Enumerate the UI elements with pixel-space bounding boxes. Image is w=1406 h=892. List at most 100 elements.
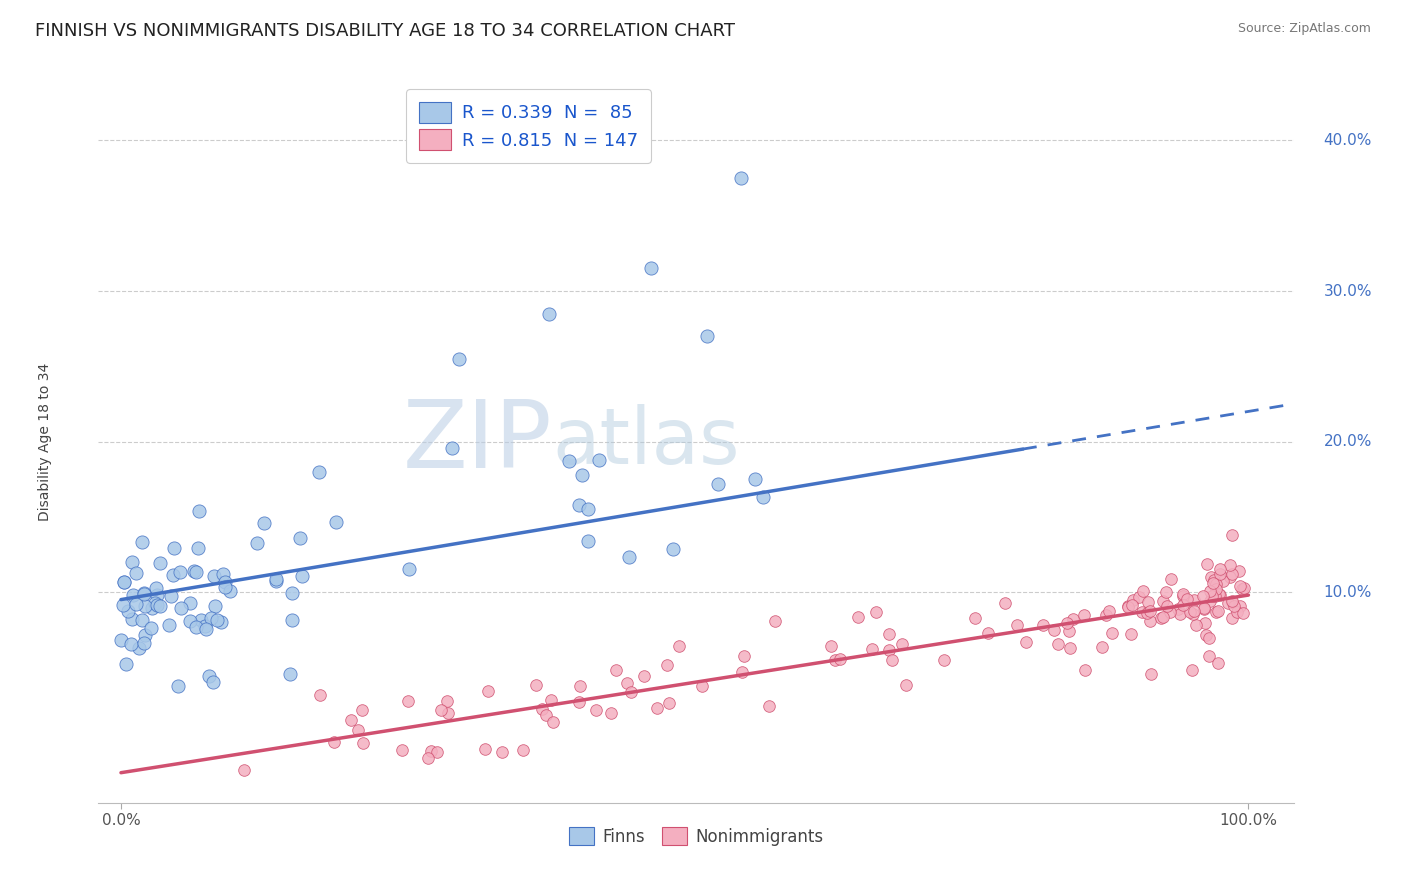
Point (491, 745, 513, 759)
Point (308, 465, 330, 479)
Point (1073, 664, 1095, 678)
Point (124, 566, 146, 580)
Point (187, 541, 209, 555)
Point (184, 565, 207, 579)
Point (183, 564, 205, 578)
Text: 10.0%: 10.0% (1323, 584, 1372, 599)
Point (1042, 623, 1064, 637)
Point (1059, 641, 1081, 656)
Point (1167, 601, 1189, 615)
Point (214, 581, 236, 595)
Point (890, 636, 912, 650)
Point (120, 636, 142, 650)
Point (121, 555, 143, 569)
Point (994, 596, 1017, 610)
Point (190, 613, 212, 627)
Point (202, 675, 225, 690)
Point (309, 688, 332, 702)
Point (169, 565, 191, 579)
Point (877, 643, 900, 657)
Point (1154, 585, 1177, 599)
Point (1209, 588, 1232, 602)
Point (291, 568, 314, 582)
Point (264, 573, 287, 587)
Point (1132, 605, 1154, 619)
Point (1139, 615, 1161, 629)
Text: atlas: atlas (553, 403, 740, 480)
Point (752, 490, 775, 504)
Text: FINNISH VS NONIMMIGRANTS DISABILITY AGE 18 TO 34 CORRELATION CHART: FINNISH VS NONIMMIGRANTS DISABILITY AGE … (35, 22, 735, 40)
Point (396, 693, 419, 707)
Point (619, 685, 641, 699)
Point (141, 600, 163, 615)
Point (1056, 615, 1078, 630)
Point (205, 613, 228, 627)
Point (200, 611, 222, 625)
Point (540, 693, 562, 707)
Point (534, 708, 557, 723)
Point (352, 736, 374, 750)
Point (211, 566, 233, 581)
Point (824, 653, 846, 667)
Point (846, 610, 869, 624)
Point (134, 587, 156, 601)
Point (211, 615, 233, 630)
Point (1091, 640, 1114, 654)
Point (323, 735, 346, 749)
Point (1132, 583, 1154, 598)
Point (1173, 589, 1195, 603)
Point (865, 606, 887, 620)
Point (325, 515, 347, 529)
Point (1095, 607, 1118, 622)
Point (112, 574, 135, 589)
Point (419, 744, 441, 758)
Point (558, 454, 581, 468)
Point (474, 742, 496, 756)
Point (1206, 604, 1229, 618)
Point (1209, 562, 1232, 576)
Point (233, 763, 256, 777)
Point (114, 657, 136, 672)
Point (441, 441, 464, 455)
Point (1121, 598, 1143, 612)
Point (1233, 581, 1256, 595)
Point (1073, 607, 1095, 622)
Point (1116, 600, 1139, 615)
Point (128, 640, 150, 655)
Point (1198, 631, 1220, 645)
Point (139, 621, 162, 635)
Point (965, 611, 987, 625)
Point (1156, 599, 1178, 614)
Point (1232, 606, 1254, 620)
Point (1005, 618, 1028, 632)
Point (744, 472, 766, 486)
Point (1212, 574, 1234, 589)
Point (339, 714, 361, 728)
Point (538, 307, 561, 321)
Point (1195, 628, 1218, 642)
Point (531, 702, 554, 716)
Point (436, 693, 458, 707)
Point (585, 702, 607, 716)
Point (568, 498, 591, 512)
Point (264, 574, 287, 588)
Point (214, 575, 236, 590)
Point (662, 541, 685, 556)
Point (204, 599, 226, 613)
Point (730, 171, 752, 186)
Point (1204, 590, 1226, 604)
Point (143, 596, 166, 610)
Point (1101, 625, 1123, 640)
Text: 40.0%: 40.0% (1323, 133, 1372, 148)
Point (512, 743, 534, 757)
Point (600, 706, 623, 721)
Point (146, 598, 169, 612)
Point (131, 535, 153, 549)
Point (1173, 586, 1195, 600)
Point (1220, 595, 1243, 609)
Point (1116, 599, 1139, 613)
Point (1150, 611, 1173, 625)
Point (1199, 594, 1222, 608)
Point (160, 589, 183, 603)
Point (1194, 615, 1216, 630)
